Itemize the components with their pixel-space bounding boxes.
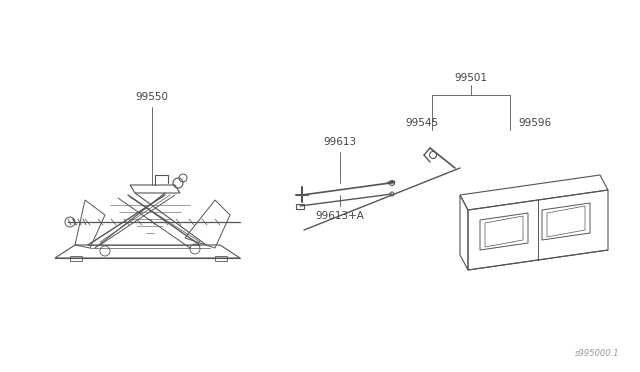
Text: 99613+A: 99613+A [316, 211, 364, 221]
Bar [70, 256, 82, 261]
Text: 99501: 99501 [454, 73, 488, 83]
Bar [296, 204, 304, 209]
Text: 99596: 99596 [518, 118, 551, 128]
Text: 99545: 99545 [405, 118, 438, 128]
Bar [215, 256, 227, 261]
Text: 99550: 99550 [136, 92, 168, 102]
Text: s995000.1: s995000.1 [575, 349, 620, 358]
Text: 99613: 99613 [323, 137, 356, 147]
